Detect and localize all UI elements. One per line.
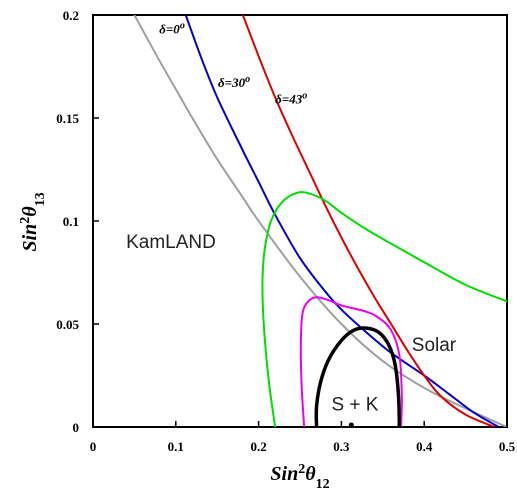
x-tick-label: 0.4 [416,439,433,454]
region-label-sk: S + K [331,395,378,416]
curve-label-delta30: δ=30o [218,74,250,91]
series-delta30-line [241,15,496,427]
curves-layer [133,15,507,427]
y-tick-label: 0.2 [63,8,79,23]
y-tick-label: 0.05 [56,317,79,332]
curve-label-delta43: δ=43o [275,90,307,107]
x-tick-label: 0.2 [250,439,266,454]
x-axis-ticks: 0 0.1 0.2 0.3 0.4 0.5 [90,421,516,454]
series-solar-line [261,191,507,427]
series-magenta-line [299,296,403,427]
y-tick-label: 0.1 [63,214,79,229]
x-tick-label: 0.3 [333,439,350,454]
series-sk-line [314,326,402,427]
x-tick-label: 0 [90,439,97,454]
region-label-kamland: KamLAND [126,232,216,253]
annotations-layer: δ=0o δ=30o δ=43o KamLAND Solar S + K [126,20,457,415]
x-tick-label: 0.1 [168,439,184,454]
y-tick-label: 0 [73,420,80,435]
curve-label-delta0: δ=0o [159,20,185,37]
series-kamland-line [133,15,507,427]
series-delta0-line [184,15,500,427]
x-axis-title: Sin2θ12 [270,462,329,492]
y-tick-label: 0.15 [56,111,79,126]
y-axis-ticks: 0 0.05 0.1 0.15 0.2 [56,8,99,435]
region-label-solar: Solar [412,335,457,356]
y-axis-title: Sin2θ13 [18,192,48,251]
marker-dot [348,422,354,427]
x-tick-label: 0.5 [499,439,516,454]
